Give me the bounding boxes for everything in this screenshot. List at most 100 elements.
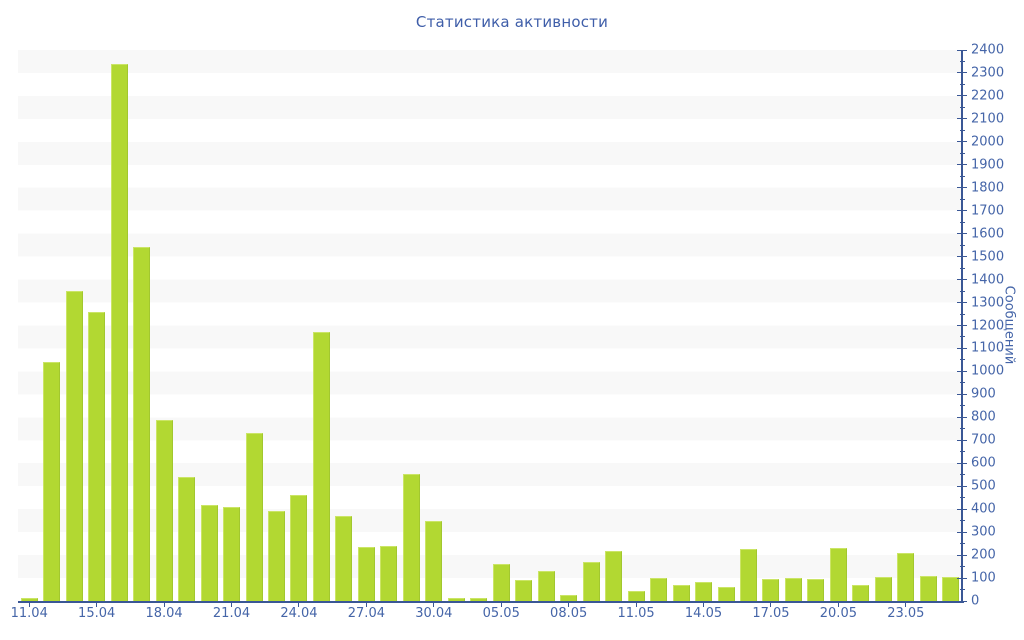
y-axis-line [961,50,963,603]
y-major-tick [957,462,967,464]
y-major-tick [957,508,967,510]
bar [447,597,465,601]
bar [897,552,915,601]
x-tick-label: 14.05 [684,606,723,621]
y-tick-label: 1300 [971,295,1005,311]
y-tick-label: 2100 [971,111,1005,127]
bar [829,548,847,601]
y-minor-tick [960,474,965,476]
x-tick [433,602,435,607]
x-tick-label: 11.04 [10,606,48,621]
y-minor-tick [960,83,965,85]
bar [223,506,241,601]
y-major-tick [957,233,967,235]
y-tick-label: 1400 [971,272,1005,288]
y-minor-tick [960,106,965,108]
x-tick [837,602,839,607]
bar [807,579,825,601]
bar [425,520,443,601]
bar [65,291,83,601]
y-major-tick [957,531,967,533]
y-major-tick [957,416,967,418]
plot-area [18,50,962,601]
y-minor-tick [960,221,965,223]
y-minor-tick [960,175,965,177]
x-tick [770,602,772,607]
y-minor-tick [960,60,965,62]
x-tick [28,602,30,607]
bar [874,576,892,601]
x-axis-line [18,601,964,603]
y-tick-label: 0 [971,593,980,609]
x-tick-label: 17.05 [752,606,790,621]
x-tick [703,602,705,607]
bar [515,580,533,601]
y-minor-tick [960,267,965,269]
x-tick-label: 23.05 [887,606,925,621]
bar [88,311,106,601]
y-minor-tick [960,520,965,522]
y-major-tick [957,347,967,349]
x-tick-label: 18.04 [145,606,183,621]
bar [762,579,780,601]
y-tick-label: 1700 [971,203,1005,219]
y-tick-label: 2000 [971,134,1005,150]
x-tick-label: 30.04 [415,606,453,621]
bar [560,595,578,601]
bar [919,575,937,601]
y-major-tick [957,325,967,326]
y-minor-tick [960,244,965,246]
y-tick-label: 400 [971,501,996,517]
x-tick [163,602,165,607]
x-tick [231,602,233,607]
y-minor-tick [960,497,965,499]
y-minor-tick [960,336,965,338]
y-minor-tick [960,543,965,545]
y-major-tick [957,485,967,487]
bar [470,598,488,601]
y-tick-label: 1500 [971,249,1005,265]
y-minor-tick [960,198,965,200]
bar [717,587,735,601]
y-axis-title: Сообщений [1001,285,1017,365]
bar [110,63,128,601]
bar [402,473,420,601]
bar [245,433,263,601]
y-tick-label: 300 [971,524,996,540]
bar [695,581,713,601]
y-tick-label: 2400 [971,42,1005,58]
y-minor-tick [960,359,965,361]
y-tick-label: 1800 [971,180,1005,196]
bar [537,571,555,601]
y-tick-label: 1600 [971,226,1005,242]
y-tick-label: 200 [971,547,996,563]
x-tick-label: 20.05 [819,606,857,621]
bar [672,584,690,601]
x-tick-label: 27.04 [347,606,385,621]
bar [852,584,870,601]
y-tick-label: 1900 [971,157,1005,173]
y-tick-label: 2300 [971,65,1005,81]
y-major-tick [957,370,967,372]
bar [380,545,398,601]
bar [290,495,308,601]
y-minor-tick [960,129,965,131]
x-tick [500,602,502,607]
y-minor-tick [960,405,965,407]
bar [267,511,285,601]
y-tick-label: 700 [971,432,996,448]
bar [43,362,61,601]
y-major-tick [957,187,967,189]
bar [605,550,623,601]
x-tick-label: 15.04 [78,606,116,621]
bar [312,332,330,601]
y-minor-tick [960,152,965,154]
y-tick-label: 1000 [971,363,1005,379]
bar [739,549,757,601]
y-tick-label: 500 [971,478,996,494]
x-tick [96,602,98,607]
y-tick-label: 2200 [971,88,1005,104]
y-minor-tick [960,313,965,315]
x-tick-label: 08.05 [550,606,588,621]
